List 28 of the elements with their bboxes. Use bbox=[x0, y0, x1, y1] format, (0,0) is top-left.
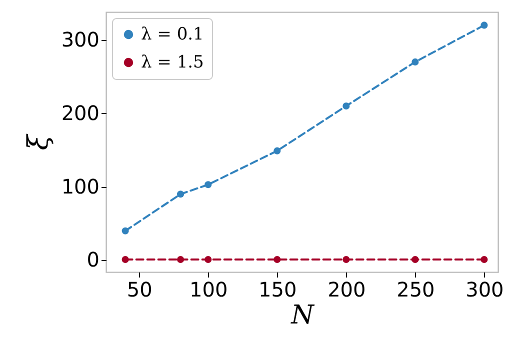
point bbox=[412, 256, 419, 264]
point bbox=[177, 256, 184, 264]
point bbox=[122, 256, 129, 264]
y-axis-title: ξ bbox=[21, 133, 54, 150]
x-tick-label: 50 bbox=[126, 278, 152, 302]
point bbox=[412, 58, 419, 66]
legend-label: λ = 1.5 bbox=[141, 52, 204, 72]
x-tick-label: 100 bbox=[190, 278, 228, 302]
x-tick-label: 250 bbox=[396, 278, 435, 302]
point bbox=[177, 190, 184, 198]
point bbox=[204, 181, 212, 188]
point bbox=[480, 256, 488, 264]
point bbox=[274, 147, 281, 154]
x-tick-label: 300 bbox=[466, 278, 504, 302]
point bbox=[204, 256, 212, 264]
y-tick-label: 300 bbox=[61, 27, 100, 52]
y-tick-label: 200 bbox=[61, 100, 100, 125]
point bbox=[480, 22, 488, 29]
x-tick-label: 200 bbox=[328, 278, 366, 302]
y-tick-label: 100 bbox=[61, 174, 100, 198]
point bbox=[122, 227, 129, 234]
point bbox=[342, 256, 350, 264]
x-axis-title: N bbox=[290, 300, 316, 330]
x-tick-label: 150 bbox=[258, 278, 297, 302]
point bbox=[274, 256, 281, 264]
legend-label: λ = 0.1 bbox=[141, 24, 204, 44]
y-tick-label: 0 bbox=[86, 248, 100, 272]
point bbox=[342, 102, 350, 110]
